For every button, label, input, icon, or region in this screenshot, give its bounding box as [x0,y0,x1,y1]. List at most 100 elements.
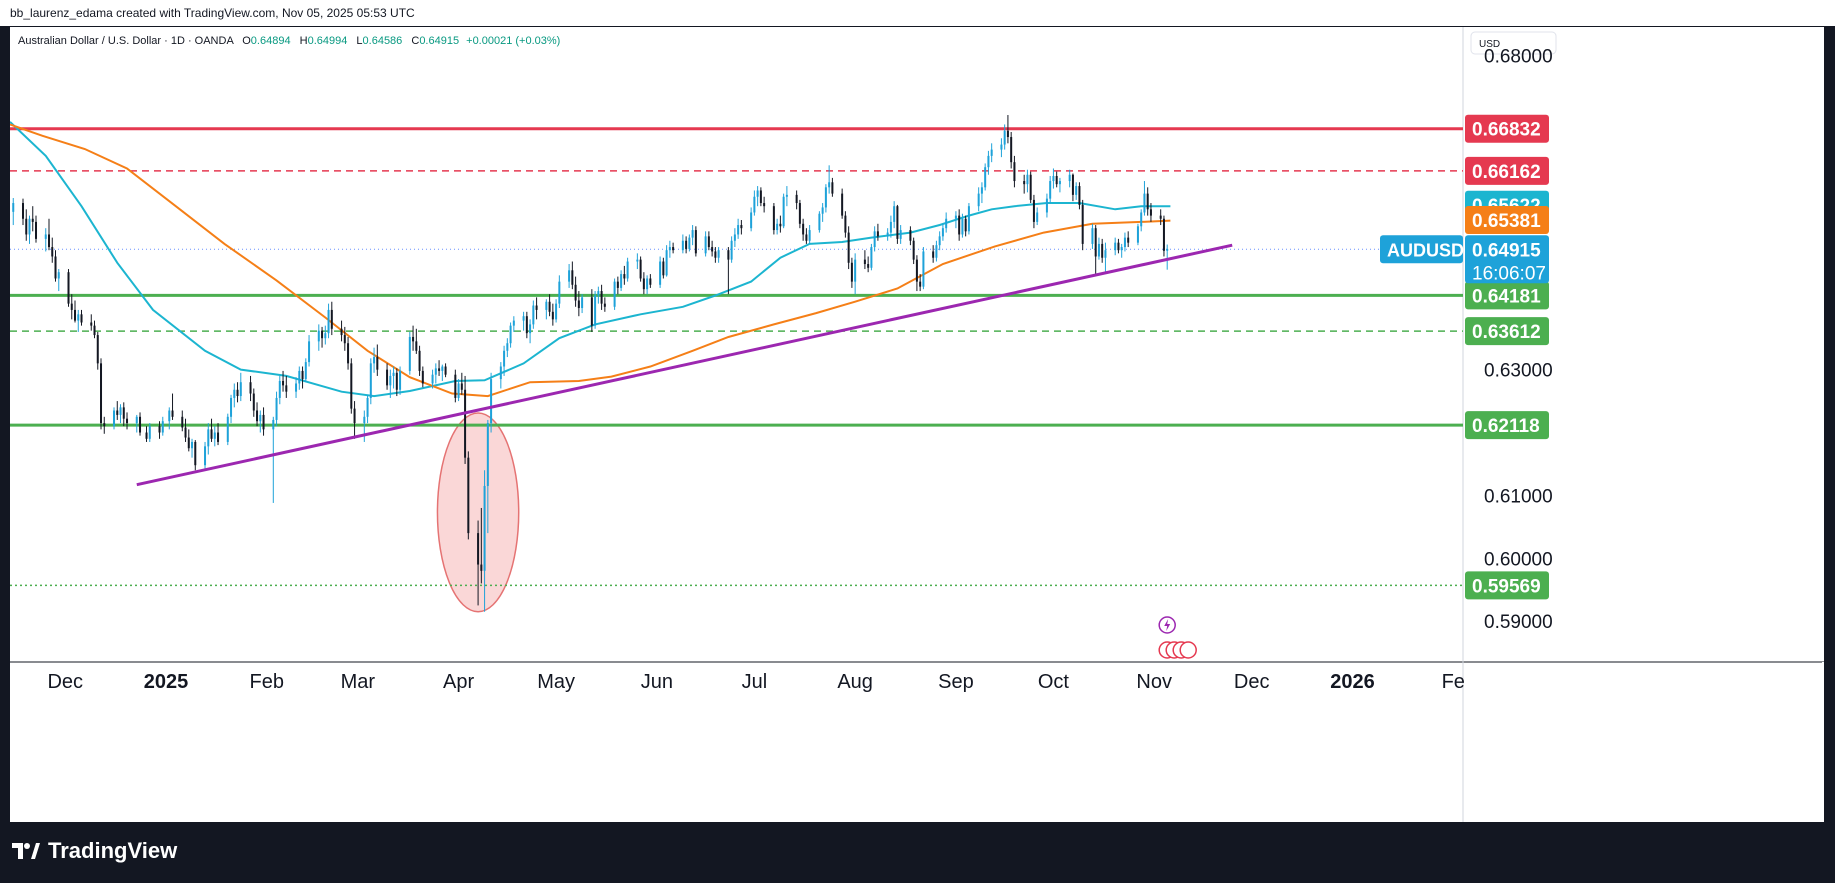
candle-body [818,213,821,231]
candle [941,223,944,241]
candle [935,240,938,262]
candle [915,255,918,292]
candle-body [688,237,691,249]
candle-body [262,414,265,430]
candle-body [376,357,379,370]
candle [1140,209,1143,232]
candle [841,188,844,219]
event-flag-icon [1179,641,1197,659]
candle-body [389,375,392,386]
candle-body [873,231,876,248]
candle [1036,207,1039,226]
currency-box [1470,31,1557,55]
candle [525,311,528,339]
candle-body [759,190,762,204]
candle [639,256,642,282]
candle [415,328,418,354]
candle-body [350,363,353,409]
candle [34,215,38,243]
open-value: 0.64894 [250,35,291,47]
candle [1097,237,1100,260]
candle-body [256,410,259,422]
candle [824,184,827,213]
candle [1127,231,1130,248]
candle [759,187,762,207]
candle [194,440,197,471]
candle-body [366,397,369,417]
candle [67,269,70,307]
candle [785,186,788,207]
candle [28,215,31,244]
candle-body [620,274,623,288]
candle [1136,223,1139,246]
axis-edge [1822,662,1824,822]
candle [262,407,265,436]
candle [434,363,437,384]
candle-body [239,382,242,397]
candles [12,115,1169,612]
candle [308,335,311,367]
candle [548,294,551,317]
tradingview-logo[interactable]: TradingView [12,838,177,864]
candle-body [415,341,418,351]
candle [1146,187,1149,216]
candle [613,278,616,310]
candle [412,325,415,351]
candle [100,358,103,430]
candle-body [867,264,870,268]
candle-body [659,261,662,285]
candle [1114,237,1117,256]
candle-body [490,379,493,424]
candle [187,429,190,452]
price-badge-label: 0.66832 [1472,120,1541,141]
price-badge [1465,411,1549,440]
candle-body [590,297,593,326]
candle-body [308,341,311,363]
candle [802,218,805,241]
candle-body [444,366,447,375]
candle [207,423,210,455]
candle-body [57,272,60,279]
candle-body [600,291,603,304]
candle-body [1010,137,1013,163]
candle-body [301,370,304,380]
candle [512,316,515,332]
candle-body [457,383,460,398]
candle [691,225,694,246]
price-badge [1465,114,1549,143]
candle-body [408,336,411,371]
candle [158,421,161,439]
high-value: 0.64994 [307,35,348,47]
candle-body [438,368,441,371]
candle [714,247,717,263]
candle [574,276,577,307]
candle [805,228,808,244]
candle [847,226,850,270]
attribution-text: bb_laurenz_edama created with TradingVie… [10,6,415,20]
current-price-badge [1465,235,1549,284]
candle [522,311,525,331]
candle-body [639,259,642,279]
candle [135,414,138,433]
candle-body [763,203,766,207]
candle-body [28,218,31,235]
candle-body [665,250,668,276]
candle [1052,168,1055,189]
candle [977,187,980,212]
candle [646,275,649,295]
candle-body [594,295,597,326]
candle [555,299,558,323]
candle [662,257,665,279]
candle-body [685,240,688,249]
candle-body [1000,144,1003,150]
candle-body [896,206,899,239]
candle [672,242,675,254]
candle [733,228,736,248]
candle [932,245,935,263]
candle [1094,225,1097,276]
candle-body [945,218,948,229]
candle-body [1123,237,1126,248]
candle [818,211,821,233]
candle-body [317,330,320,342]
